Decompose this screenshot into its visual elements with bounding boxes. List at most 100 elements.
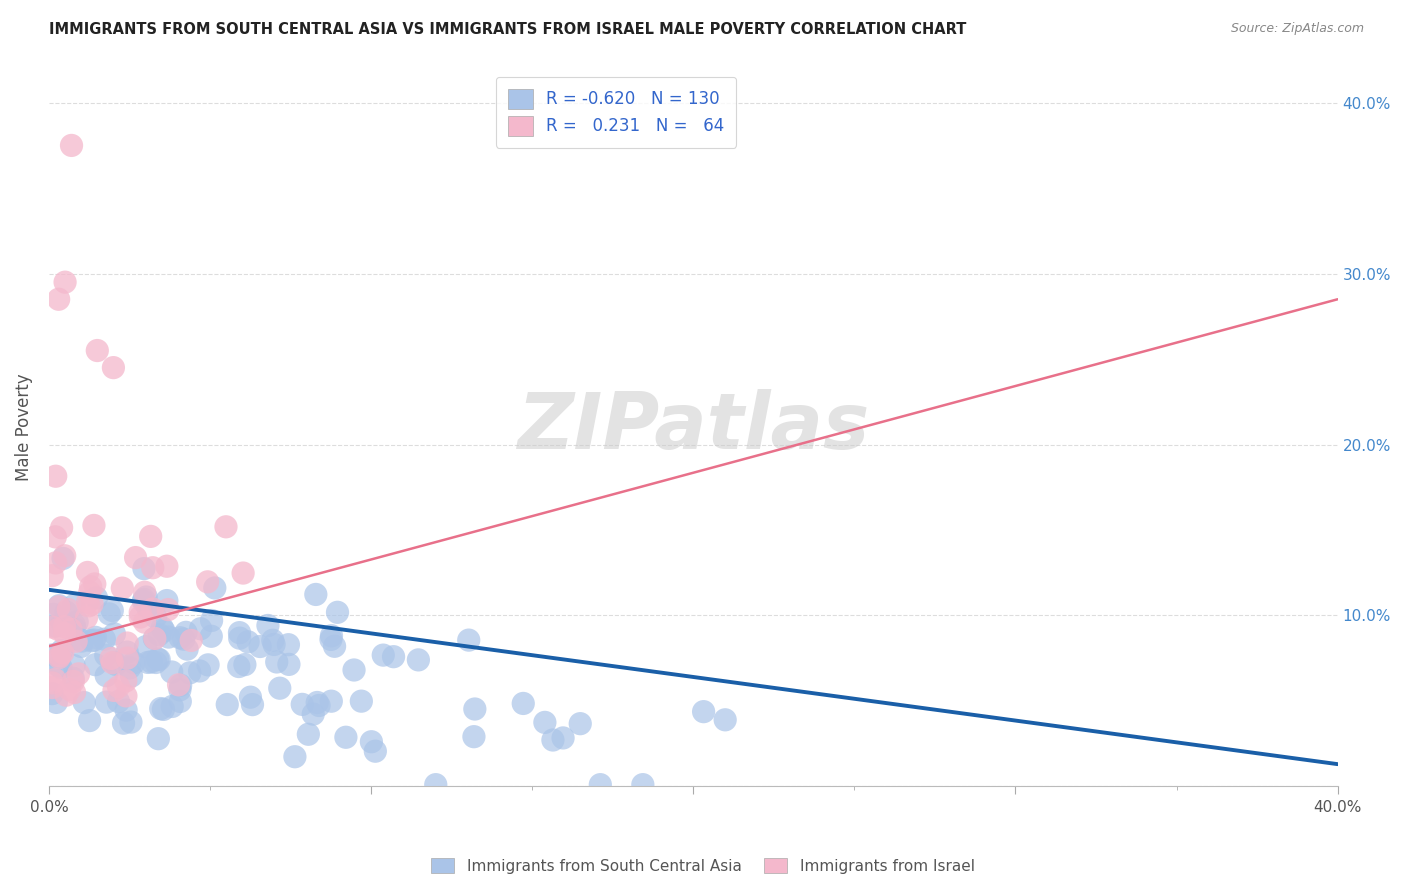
Point [589, 778, 612, 792]
Legend: Immigrants from South Central Asia, Immigrants from Israel: Immigrants from South Central Asia, Immi… [426, 852, 980, 880]
Point [408, 653, 430, 667]
Point [169, 678, 191, 692]
Point [149, 701, 172, 715]
Point [146, 652, 169, 666]
Point [263, 637, 285, 651]
Point [103, 360, 125, 375]
Point [84, 631, 107, 645]
Point [132, 561, 155, 575]
Point [96, 668, 118, 682]
Point [236, 635, 259, 649]
Point [153, 624, 176, 638]
Point [145, 656, 167, 670]
Point [141, 655, 163, 669]
Text: ZIPatlas: ZIPatlas [517, 390, 869, 466]
Point [77, 599, 100, 613]
Point [103, 656, 125, 670]
Point [86, 343, 108, 358]
Point [156, 593, 179, 607]
Point [96, 695, 118, 709]
Point [80, 597, 103, 611]
Point [76, 610, 98, 624]
Point [242, 698, 264, 712]
Point [143, 632, 166, 646]
Point [204, 581, 226, 595]
Point [136, 656, 159, 670]
Point [139, 529, 162, 543]
Point [115, 703, 138, 717]
Point [52, 551, 75, 566]
Point [107, 694, 129, 708]
Point [360, 735, 382, 749]
Point [152, 702, 174, 716]
Point [297, 727, 319, 741]
Point [118, 661, 141, 675]
Point [143, 632, 166, 646]
Point [63, 599, 86, 613]
Point [135, 590, 157, 604]
Point [59, 623, 82, 637]
Point [79, 580, 101, 594]
Point [156, 559, 179, 574]
Text: Source: ZipAtlas.com: Source: ZipAtlas.com [1230, 22, 1364, 36]
Point [70, 634, 93, 648]
Point [145, 610, 167, 624]
Point [174, 625, 197, 640]
Point [277, 657, 299, 672]
Point [150, 621, 173, 635]
Point [233, 657, 256, 672]
Point [512, 697, 534, 711]
Point [534, 715, 557, 730]
Point [94, 648, 117, 663]
Point [350, 694, 373, 708]
Point [631, 778, 654, 792]
Point [197, 574, 219, 589]
Point [41, 568, 63, 582]
Point [132, 594, 155, 608]
Point [83, 577, 105, 591]
Point [41, 681, 63, 695]
Point [321, 694, 343, 708]
Point [463, 730, 485, 744]
Point [48, 648, 70, 663]
Point [63, 622, 86, 636]
Point [48, 658, 70, 673]
Point [343, 663, 366, 677]
Point [321, 629, 343, 643]
Point [269, 681, 291, 696]
Point [44, 619, 66, 633]
Point [228, 659, 250, 673]
Point [692, 705, 714, 719]
Point [569, 716, 592, 731]
Y-axis label: Male Poverty: Male Poverty [15, 374, 32, 482]
Point [326, 605, 349, 619]
Point [41, 620, 63, 634]
Point [101, 656, 124, 670]
Point [86, 591, 108, 605]
Point [49, 660, 72, 674]
Point [48, 599, 70, 614]
Text: IMMIGRANTS FROM SOUTH CENTRAL ASIA VS IMMIGRANTS FROM ISRAEL MALE POVERTY CORREL: IMMIGRANTS FROM SOUTH CENTRAL ASIA VS IM… [49, 22, 966, 37]
Point [135, 640, 157, 654]
Point [335, 731, 357, 745]
Point [58, 602, 80, 616]
Point [173, 632, 195, 647]
Point [157, 602, 180, 616]
Point [148, 628, 170, 642]
Point [148, 652, 170, 666]
Point [53, 549, 76, 563]
Point [190, 622, 212, 636]
Point [67, 666, 90, 681]
Point [44, 673, 66, 687]
Point [103, 627, 125, 641]
Point [48, 599, 70, 613]
Point [42, 607, 65, 622]
Point [319, 632, 342, 647]
Point [157, 630, 180, 644]
Point [136, 599, 159, 614]
Point [70, 640, 93, 654]
Point [197, 657, 219, 672]
Point [84, 657, 107, 672]
Point [79, 585, 101, 599]
Point [541, 733, 564, 747]
